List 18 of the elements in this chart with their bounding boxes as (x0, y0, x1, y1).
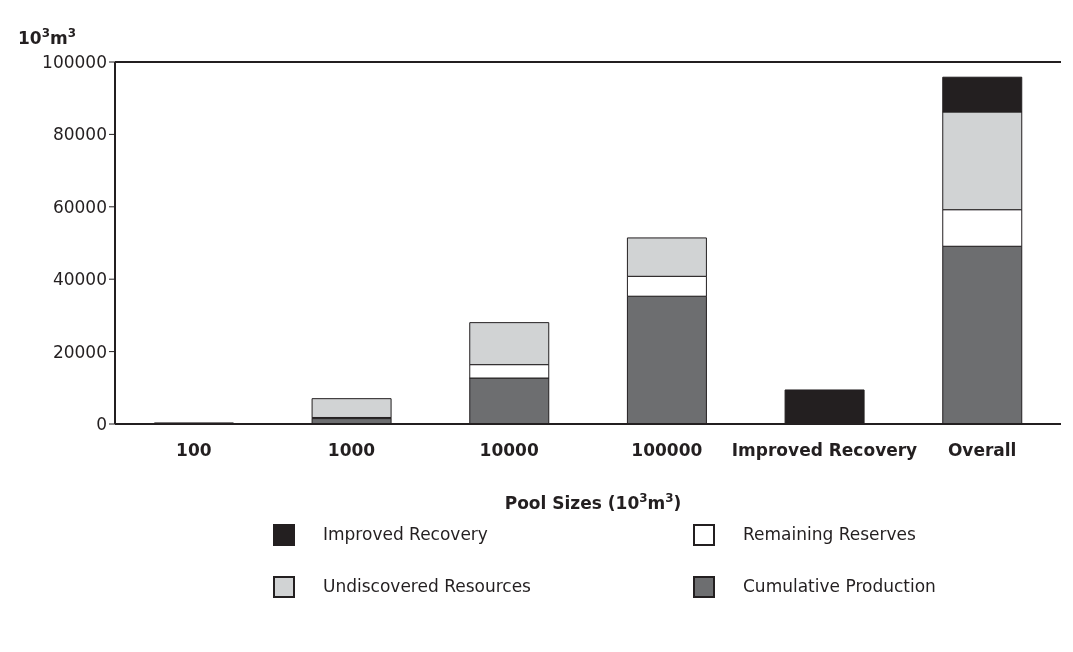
y-tick-label: 40000 (52, 269, 107, 290)
y-tick-label: 60000 (52, 196, 107, 217)
y-axis-title: 10$^{3}$m$^{3}$ (18, 26, 76, 48)
legend-label: Improved Recovery (323, 524, 488, 544)
y-tick-label: 0 (96, 414, 107, 435)
x-tick-label: 1000 (327, 440, 376, 461)
y-tick-label: 100000 (42, 52, 107, 73)
x-tick-label: 100000 (631, 440, 703, 461)
x-tick-label: 100 (176, 440, 212, 461)
legend-label: Undiscovered Resources (323, 576, 531, 596)
legend-label: Remaining Reserves (743, 524, 916, 544)
y-tick-label: 20000 (52, 341, 107, 362)
x-tick-label: Overall (947, 440, 1017, 461)
x-tick-label: 10000 (479, 440, 539, 461)
y-tick-label: 80000 (52, 124, 107, 145)
x-tick-label: Improved Recovery (731, 440, 918, 461)
x-axis-title: Pool Sizes (10$^{3}$m$^{3}$) (504, 491, 682, 513)
legend-label: Cumulative Production (743, 576, 936, 596)
